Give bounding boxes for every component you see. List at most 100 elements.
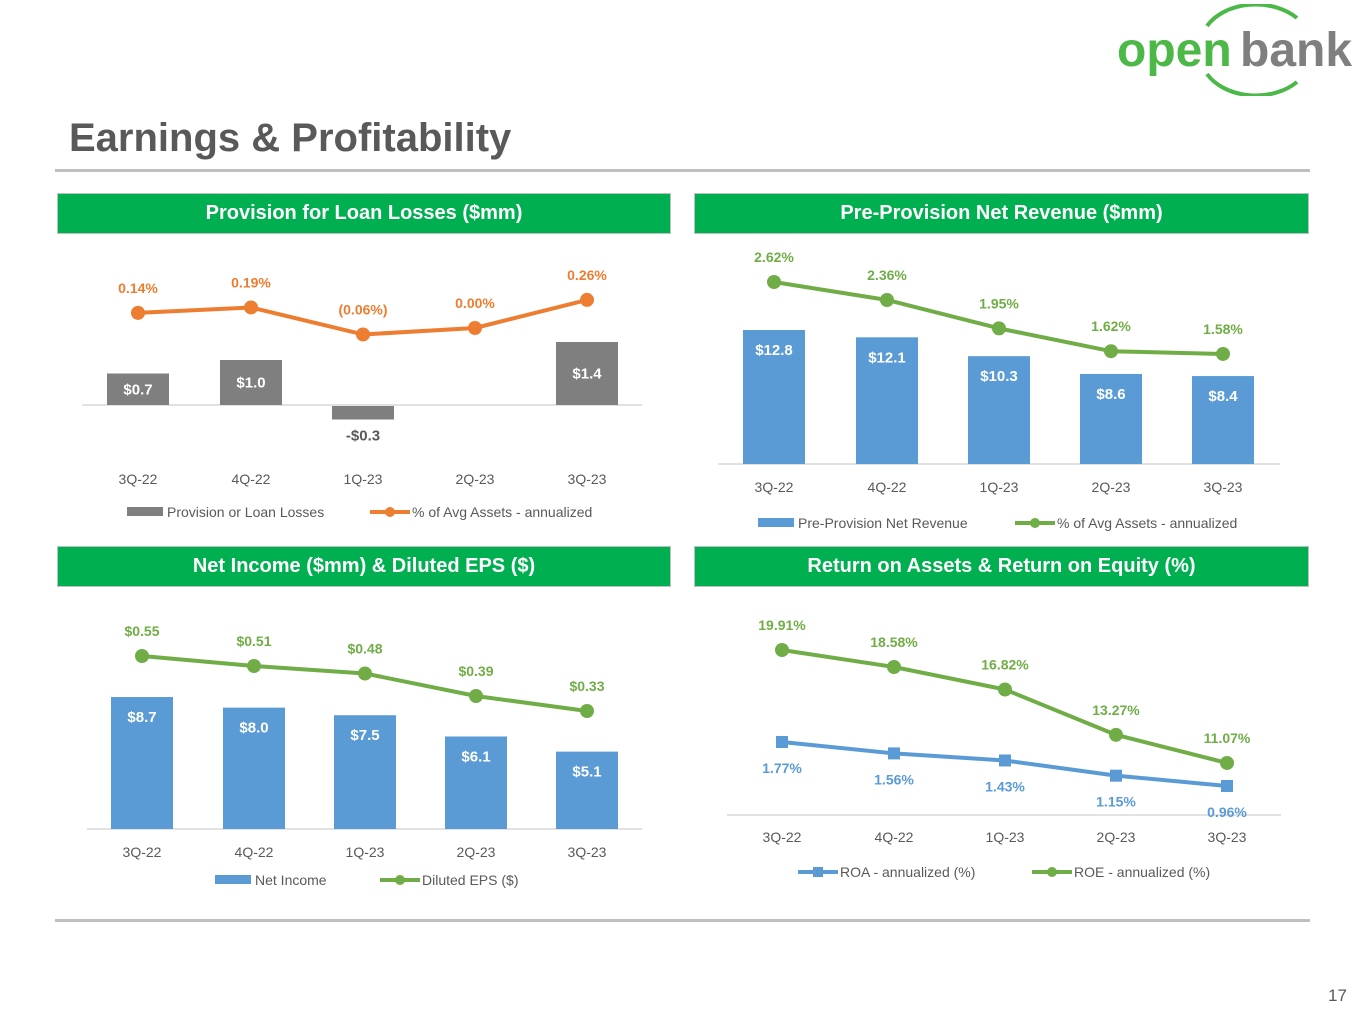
bar (1192, 376, 1254, 464)
category-tick-label: 2Q-23 (456, 471, 495, 487)
line-data-label: 0.26% (567, 267, 607, 283)
bar (334, 715, 396, 829)
bar-data-label: $8.4 (1208, 388, 1238, 405)
data-point-marker (580, 704, 594, 718)
category-tick-label: 3Q-23 (568, 471, 607, 487)
category-tick-label: 3Q-22 (763, 829, 802, 845)
line-data-label: 16.82% (981, 656, 1029, 672)
bar-data-label: $1.0 (236, 375, 265, 392)
category-tick-label: 3Q-22 (119, 471, 158, 487)
legend-swatch-bar (758, 518, 794, 527)
category-tick-label: 3Q-23 (1204, 479, 1243, 495)
data-point-marker (1216, 346, 1230, 361)
data-point-marker (1110, 769, 1122, 782)
category-tick-label: 2Q-23 (1097, 829, 1136, 845)
legend-label: Diluted EPS ($) (422, 872, 518, 888)
bar (332, 406, 394, 420)
bar-data-label: $10.3 (980, 368, 1018, 385)
category-tick-label: 2Q-23 (1092, 479, 1131, 495)
category-tick-label: 4Q-22 (232, 471, 271, 487)
data-point-marker (775, 643, 789, 657)
data-point-marker (1220, 755, 1234, 770)
category-tick-label: 4Q-22 (235, 844, 274, 860)
line-data-label: 0.19% (231, 274, 271, 290)
openbank-logo: open bank (1112, 2, 1362, 101)
page-title: Earnings & Profitability (69, 116, 512, 160)
bar (556, 342, 618, 405)
bar (856, 337, 918, 464)
page-number: 17 (1328, 986, 1347, 1005)
data-point-marker (135, 649, 149, 663)
legend-label: Provision or Loan Losses (167, 504, 324, 520)
legend-swatch-bar (127, 507, 163, 516)
bar (111, 697, 173, 829)
category-tick-label: 2Q-23 (457, 844, 496, 860)
series-line (141, 654, 588, 713)
data-point-marker (468, 321, 482, 335)
bar-data-label: $5.1 (572, 764, 601, 781)
line-data-label: 2.62% (754, 249, 794, 265)
data-point-marker (998, 682, 1012, 697)
data-point-marker (356, 327, 370, 342)
category-tick-label: 4Q-22 (868, 479, 907, 495)
svg-text:open: open (1117, 24, 1232, 77)
data-point-marker (776, 736, 788, 748)
line-data-label: 18.58% (870, 634, 918, 650)
bar-data-label: $12.8 (755, 342, 793, 359)
data-point-marker (999, 754, 1011, 767)
legend-label: Pre-Provision Net Revenue (798, 515, 968, 531)
line-data-label: 1.77% (762, 760, 802, 776)
legend-marker (395, 875, 405, 885)
bar (556, 751, 618, 829)
bar-data-label: $8.7 (127, 709, 156, 726)
legend-marker (1030, 518, 1040, 528)
category-tick-label: 1Q-23 (980, 479, 1019, 495)
line-data-label: $0.33 (569, 678, 604, 694)
data-point-marker (358, 666, 372, 681)
panel-header-provision: Provision for Loan Losses ($mm) (57, 193, 671, 234)
legend-label: ROE - annualized (%) (1074, 864, 1210, 880)
category-tick-label: 3Q-23 (1208, 829, 1247, 845)
line-data-label: $0.48 (347, 641, 382, 657)
legend-marker (1047, 867, 1057, 877)
legend-marker (385, 507, 395, 517)
data-point-marker (992, 321, 1006, 336)
line-data-label: 0.00% (455, 295, 495, 311)
line-data-label: $0.39 (458, 663, 493, 679)
category-tick-label: 3Q-23 (568, 844, 607, 860)
legend-label: % of Avg Assets - annualized (1057, 515, 1237, 531)
line-data-label: 1.15% (1096, 794, 1136, 810)
footer-divider (55, 919, 1310, 922)
bar (1080, 373, 1142, 464)
line-data-label: 13.27% (1092, 702, 1140, 718)
data-point-marker (888, 747, 900, 760)
line-data-label: 0.14% (118, 280, 158, 296)
data-point-marker (887, 659, 901, 674)
data-point-marker (244, 300, 258, 315)
category-tick-label: 3Q-22 (123, 844, 162, 860)
data-point-marker (880, 292, 894, 307)
line-data-label: 19.91% (758, 617, 806, 633)
panel-header-net-income: Net Income ($mm) & Diluted EPS ($) (57, 546, 671, 587)
panel-header-ppnr: Pre-Provision Net Revenue ($mm) (694, 193, 1309, 234)
bar-data-label: $6.1 (461, 748, 490, 765)
title-divider (55, 169, 1310, 172)
bar-data-label: $12.1 (868, 349, 906, 366)
data-point-marker (469, 689, 483, 703)
legend-marker (813, 867, 823, 877)
category-tick-label: 3Q-22 (755, 479, 794, 495)
category-tick-label: 1Q-23 (986, 829, 1025, 845)
series-line (773, 280, 1224, 356)
legend-swatch-bar (215, 875, 251, 884)
bar-data-label: $7.5 (350, 727, 379, 744)
bar (223, 707, 285, 829)
line-data-label: 2.36% (867, 267, 907, 283)
legend-label: ROA - annualized (%) (840, 864, 975, 880)
line-data-label: 1.95% (979, 295, 1019, 311)
data-point-marker (1109, 727, 1123, 742)
bar (968, 356, 1030, 464)
bar-data-label: -$0.3 (346, 428, 380, 445)
line-data-label: 1.62% (1091, 318, 1131, 334)
line-data-label: 0.96% (1207, 804, 1247, 820)
